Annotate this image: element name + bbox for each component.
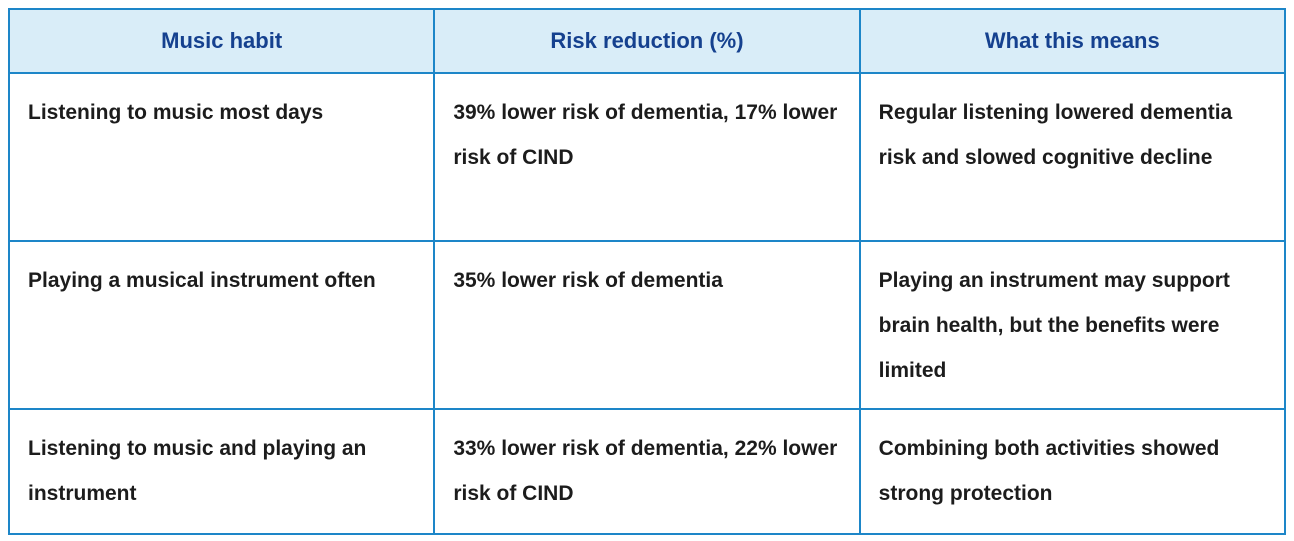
table-row: Listening to music and playing an instru…: [7, 408, 1287, 535]
cell-risk: 35% lower risk of dementia: [433, 240, 861, 410]
music-dementia-table: Music habit Risk reduction (%) What this…: [7, 8, 1287, 535]
cell-meaning: Playing an instrument may support brain …: [858, 240, 1287, 410]
header-cell-risk-reduction: Risk reduction (%): [433, 8, 861, 74]
cell-habit: Playing a musical instrument often: [7, 240, 436, 410]
table-row: Listening to music most days 39% lower r…: [7, 72, 1287, 242]
header-cell-what-this-means: What this means: [858, 8, 1287, 74]
table-header-row: Music habit Risk reduction (%) What this…: [7, 8, 1287, 74]
cell-risk: 39% lower risk of dementia, 17% lower ri…: [433, 72, 861, 242]
cell-habit: Listening to music and playing an instru…: [7, 408, 436, 535]
cell-risk: 33% lower risk of dementia, 22% lower ri…: [433, 408, 861, 535]
cell-habit: Listening to music most days: [7, 72, 436, 242]
table-row: Playing a musical instrument often 35% l…: [7, 240, 1287, 410]
cell-meaning: Regular listening lowered dementia risk …: [858, 72, 1287, 242]
header-cell-music-habit: Music habit: [7, 8, 436, 74]
table-body: Listening to music most days 39% lower r…: [7, 72, 1287, 535]
data-table: Music habit Risk reduction (%) What this…: [7, 8, 1287, 535]
cell-meaning: Combining both activities showed strong …: [858, 408, 1287, 535]
